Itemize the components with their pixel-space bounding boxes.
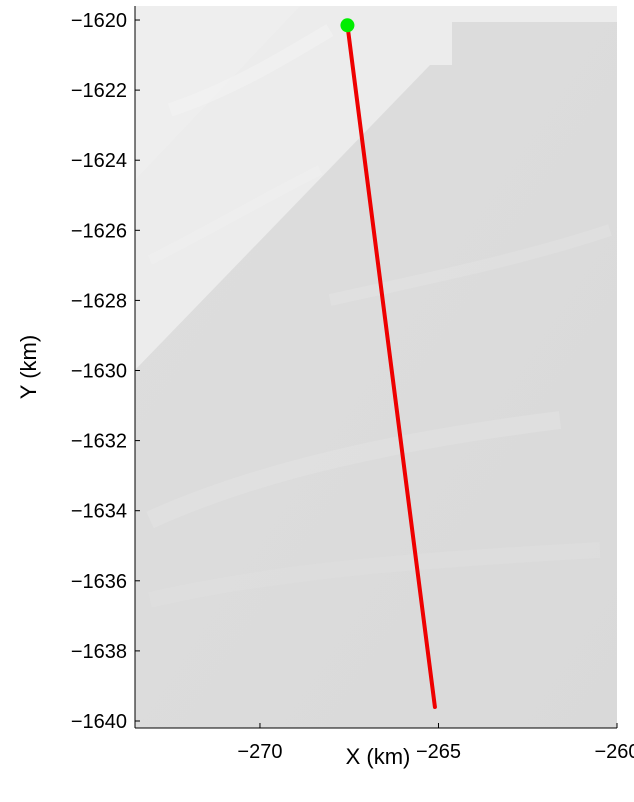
y-tick-label: −1628 bbox=[71, 290, 127, 312]
y-tick-label: −1640 bbox=[71, 711, 127, 733]
y-tick-label: −1630 bbox=[71, 361, 127, 383]
x-ticks: −270 −265 −260 bbox=[237, 723, 634, 763]
x-axis-title: X (km) bbox=[346, 744, 411, 769]
series-layer bbox=[340, 18, 437, 709]
track-line bbox=[345, 23, 437, 709]
y-tick-label: −1632 bbox=[71, 431, 127, 453]
y-tick-label: −1626 bbox=[71, 220, 127, 242]
y-tick-label: −1636 bbox=[71, 571, 127, 593]
y-tick-label: −1624 bbox=[71, 150, 127, 172]
y-tick-label: −1620 bbox=[71, 10, 127, 32]
y-tick-label: −1638 bbox=[71, 641, 127, 663]
y-axis-title: Y (km) bbox=[16, 335, 41, 399]
plot-area: −270 −265 −260 −1620−1622−1624−1626−1628−1… bbox=[71, 6, 634, 763]
x-tick-label: −260 bbox=[594, 741, 634, 763]
y-tick-label: −1622 bbox=[71, 80, 127, 102]
y-ticks: −1620 −1622 −1624 −1626 −1628 −1630 −1632 −1634… bbox=[71, 10, 140, 733]
start-point-marker bbox=[340, 18, 355, 33]
background-image bbox=[135, 6, 617, 728]
x-tick-label: −265 bbox=[416, 741, 461, 763]
x-tick-label: −270 bbox=[237, 741, 282, 763]
y-tick-label: −1634 bbox=[71, 501, 127, 523]
